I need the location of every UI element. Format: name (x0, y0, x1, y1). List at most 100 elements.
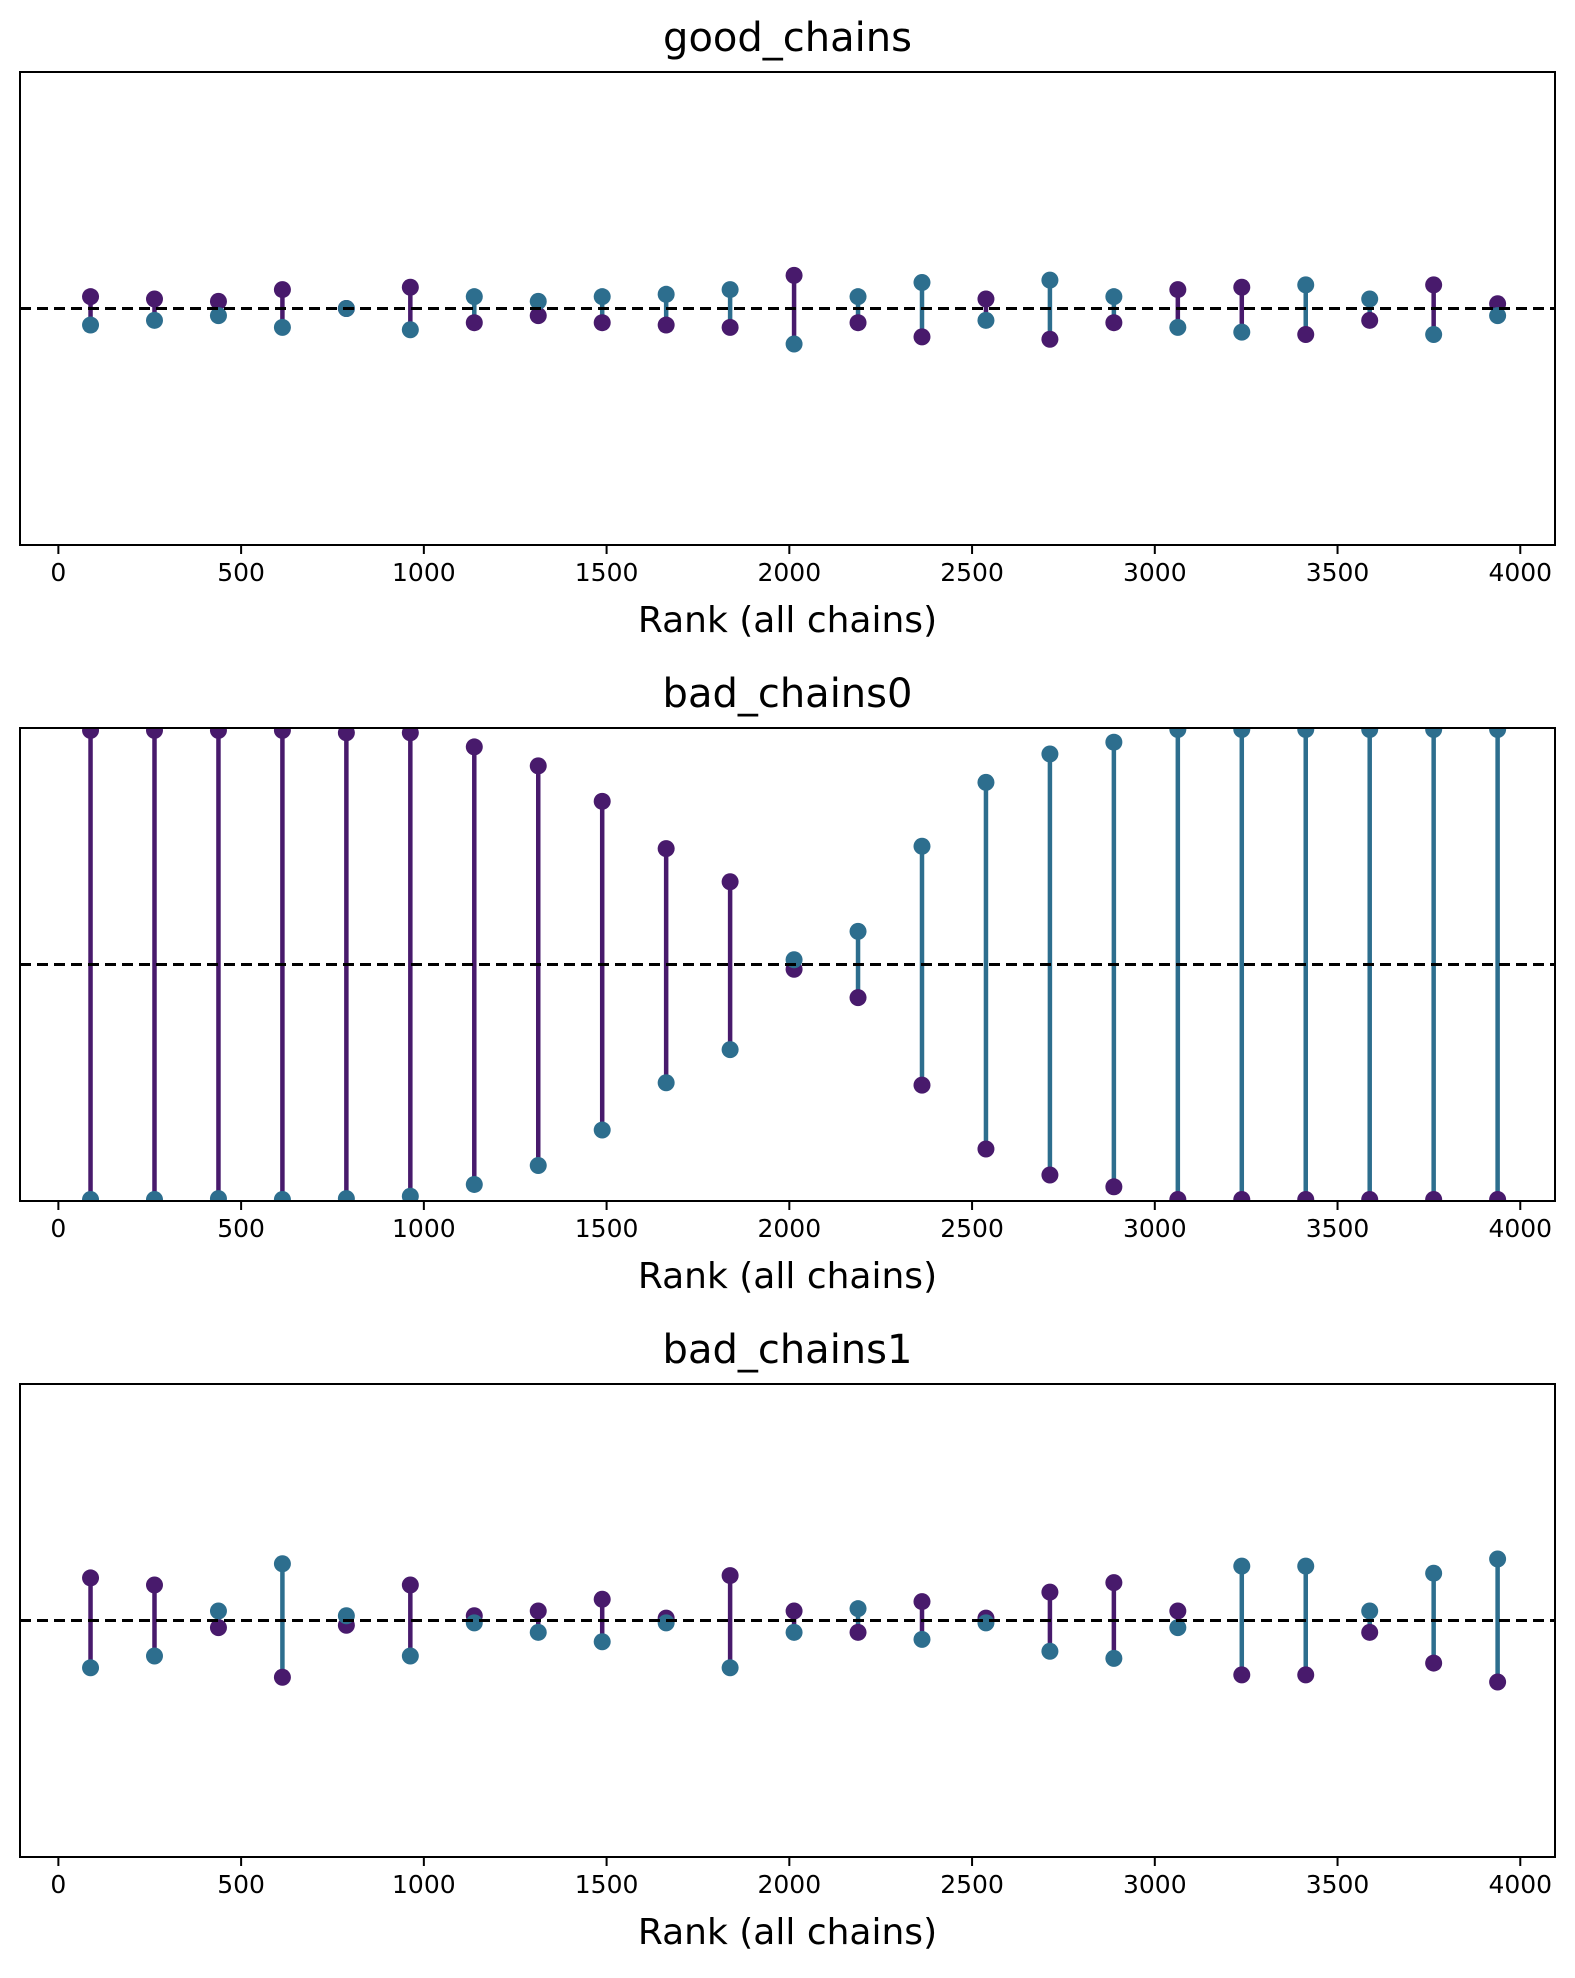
data-point-series-0 (1169, 281, 1187, 299)
plot-frame (19, 727, 1556, 1202)
x-tick-label: 1000 (392, 1214, 456, 1243)
data-point-series-1 (1169, 1619, 1187, 1637)
data-point-series-1 (1169, 728, 1187, 738)
x-tick-label: 1500 (575, 1214, 639, 1243)
x-tick-label: 2000 (758, 1214, 822, 1243)
data-point-series-0 (657, 316, 675, 334)
data-point-series-1 (529, 1623, 547, 1641)
data-point-series-1 (401, 1647, 419, 1665)
data-point-series-1 (593, 288, 611, 306)
data-point-series-0 (785, 1602, 803, 1620)
x-tick-label: 500 (217, 558, 265, 587)
data-point-series-1 (1233, 1557, 1251, 1575)
data-point-series-1 (657, 1614, 675, 1632)
data-point-series-0 (1361, 1191, 1379, 1201)
data-point-series-0 (1489, 1191, 1507, 1201)
data-point-series-0 (1425, 1654, 1443, 1672)
data-point-series-0 (1169, 1602, 1187, 1620)
data-point-series-0 (465, 738, 483, 756)
data-point-series-0 (82, 728, 100, 739)
x-tick-label: 4000 (1488, 1870, 1552, 1899)
data-point-series-1 (273, 1191, 291, 1201)
data-point-series-0 (1361, 1623, 1379, 1641)
data-point-series-1 (1233, 728, 1251, 738)
data-point-series-0 (82, 288, 100, 306)
data-point-series-1 (913, 1630, 931, 1648)
data-point-series-1 (529, 292, 547, 310)
data-point-series-1 (977, 1614, 995, 1632)
x-tick-label: 500 (217, 1870, 265, 1899)
data-point-series-1 (657, 285, 675, 303)
data-point-series-1 (913, 273, 931, 291)
data-point-series-0 (273, 728, 291, 739)
data-point-series-0 (593, 314, 611, 332)
data-point-series-1 (1169, 318, 1187, 336)
x-tick-label: 1500 (575, 1870, 639, 1899)
data-point-series-0 (1425, 276, 1443, 294)
x-tick-label: 1500 (575, 558, 639, 587)
x-tick-label: 0 (50, 558, 66, 587)
data-point-series-1 (401, 321, 419, 339)
data-point-series-1 (337, 1190, 355, 1201)
data-point-series-0 (1105, 1574, 1123, 1592)
data-point-series-0 (401, 278, 419, 296)
data-point-series-1 (977, 311, 995, 329)
data-point-series-0 (849, 989, 867, 1007)
chart-title: bad_chains0 (663, 671, 913, 717)
x-tick-label: 1000 (392, 558, 456, 587)
data-point-series-0 (593, 1590, 611, 1608)
chart-title: bad_chains1 (663, 1327, 913, 1373)
data-point-series-1 (849, 1600, 867, 1618)
data-point-series-1 (1041, 745, 1059, 763)
x-tick-label: 0 (50, 1870, 66, 1899)
data-point-series-0 (401, 728, 419, 742)
data-point-series-0 (657, 840, 675, 858)
data-point-series-1 (1297, 276, 1315, 294)
data-point-series-0 (529, 1602, 547, 1620)
data-point-series-1 (82, 1191, 100, 1201)
data-point-series-0 (849, 1623, 867, 1641)
data-point-series-1 (1297, 1557, 1315, 1575)
x-tick-label: 3500 (1306, 1870, 1370, 1899)
data-point-series-1 (529, 1157, 547, 1175)
data-point-series-0 (913, 328, 931, 346)
x-tick-label: 2000 (758, 558, 822, 587)
data-point-series-0 (593, 792, 611, 810)
x-tick-label: 3500 (1306, 1214, 1370, 1243)
data-point-series-0 (849, 314, 867, 332)
data-point-series-1 (209, 1602, 227, 1620)
data-point-series-1 (1489, 1550, 1507, 1568)
x-tick-label: 3500 (1306, 558, 1370, 587)
data-point-series-1 (1041, 271, 1059, 289)
data-point-series-1 (593, 1121, 611, 1139)
data-point-series-0 (1297, 326, 1315, 344)
data-point-series-0 (913, 1593, 931, 1611)
data-point-series-0 (977, 290, 995, 308)
data-point-series-0 (145, 1576, 163, 1594)
data-point-series-1 (1425, 728, 1443, 738)
data-point-series-1 (785, 335, 803, 353)
data-point-series-1 (465, 1614, 483, 1632)
data-point-series-1 (1105, 1649, 1123, 1667)
data-point-series-0 (82, 1569, 100, 1587)
x-tick-label: 2000 (758, 1870, 822, 1899)
data-point-series-0 (1169, 1191, 1187, 1201)
data-point-series-1 (593, 1633, 611, 1651)
plot-frame (19, 1383, 1556, 1858)
data-point-series-0 (1233, 1666, 1251, 1684)
data-point-series-1 (465, 288, 483, 306)
data-point-series-0 (145, 728, 163, 739)
data-point-series-0 (529, 757, 547, 775)
x-tick-label: 1000 (392, 1870, 456, 1899)
data-point-series-1 (657, 1074, 675, 1092)
data-point-series-0 (1297, 1191, 1315, 1201)
data-point-series-1 (721, 1041, 739, 1059)
data-point-series-1 (145, 1191, 163, 1201)
data-point-series-1 (1361, 290, 1379, 308)
x-tick-label: 2500 (940, 1870, 1004, 1899)
chart-panel-2: bad_chains1 0 500 1000 1500 2000 2500 3000 3500 4… (19, 1327, 1556, 1953)
data-point-series-0 (977, 1140, 995, 1158)
data-point-series-0 (721, 1567, 739, 1585)
data-point-series-1 (273, 1555, 291, 1573)
data-point-series-1 (721, 281, 739, 299)
